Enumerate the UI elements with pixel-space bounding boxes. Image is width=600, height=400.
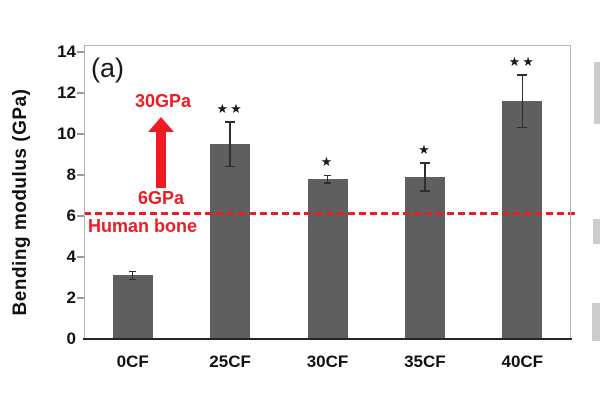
- y-axis-title: Bending modulus (GPa): [10, 88, 31, 316]
- error-bar-line: [326, 175, 329, 184]
- y-tick-label: 14: [57, 42, 76, 62]
- y-tick-label: 8: [66, 165, 76, 185]
- y-tick-mark: [77, 133, 84, 136]
- significance-stars: ★: [418, 142, 432, 158]
- bar: [210, 144, 251, 339]
- y-tick-label: 12: [57, 83, 76, 103]
- error-bar-cap-bottom: [225, 165, 236, 168]
- cropped-neighbor-fragment: [594, 62, 600, 124]
- error-bar-cap-bottom: [517, 126, 528, 129]
- cropped-neighbor-fragment: [593, 219, 600, 244]
- x-axis-line: [83, 338, 572, 340]
- error-bar-cap-top: [225, 121, 236, 123]
- error-bar-cap-top: [129, 270, 137, 273]
- error-bar-cap-top: [324, 174, 331, 177]
- bar: [404, 177, 445, 339]
- panel-label: (a): [91, 53, 124, 83]
- y-tick-label: 10: [57, 124, 76, 144]
- bar: [112, 275, 153, 339]
- y-tick-mark: [77, 215, 84, 218]
- error-bar-cap-bottom: [324, 182, 331, 184]
- error-bar-line: [229, 121, 231, 167]
- cropped-neighbor-fragment: [592, 303, 600, 341]
- annotation-arrow-shaft: [156, 131, 166, 188]
- error-bar-line: [424, 162, 426, 192]
- y-tick-label: 2: [66, 288, 76, 308]
- reference-line-label: Human bone: [88, 216, 198, 236]
- bar: [502, 101, 543, 339]
- error-bar-line: [521, 74, 524, 128]
- x-category-label: 35CF: [404, 352, 446, 371]
- y-tick-mark: [77, 297, 84, 300]
- y-tick-mark: [77, 92, 84, 95]
- x-category-label: 25CF: [209, 352, 251, 371]
- significance-stars: ★★: [508, 54, 536, 70]
- significance-stars: ★: [320, 155, 335, 171]
- annotation-bottom-label: 6GPa: [137, 188, 185, 208]
- y-tick-mark: [77, 174, 84, 177]
- x-category-label: 30CF: [306, 352, 349, 371]
- plot-area: 0 2 4 6 8 10 12 14 0CF ★★ 25CF ★ 30CF ★ 35CF ★★ 40CF Huma…: [57, 42, 579, 371]
- error-bar-cap-bottom: [129, 278, 137, 281]
- error-bar-line: [131, 271, 134, 280]
- error-bar-cap-top: [517, 74, 528, 76]
- y-tick-mark: [77, 256, 84, 259]
- bar: [307, 179, 348, 339]
- reference-line: [84, 211, 579, 215]
- annotation-top-label: 30GPa: [134, 91, 192, 111]
- up-arrow-icon: [148, 117, 174, 132]
- y-tick-label: 6: [66, 206, 76, 226]
- significance-stars: ★★: [216, 101, 244, 117]
- x-category-label: 0CF: [116, 352, 149, 371]
- y-tick-label: 4: [66, 247, 76, 267]
- y-tick-mark: [77, 51, 84, 54]
- error-bar-cap-top: [419, 162, 430, 164]
- x-category-label: 40CF: [501, 352, 544, 371]
- error-bar-cap-bottom: [419, 190, 430, 192]
- y-tick-label: 0: [66, 329, 76, 348]
